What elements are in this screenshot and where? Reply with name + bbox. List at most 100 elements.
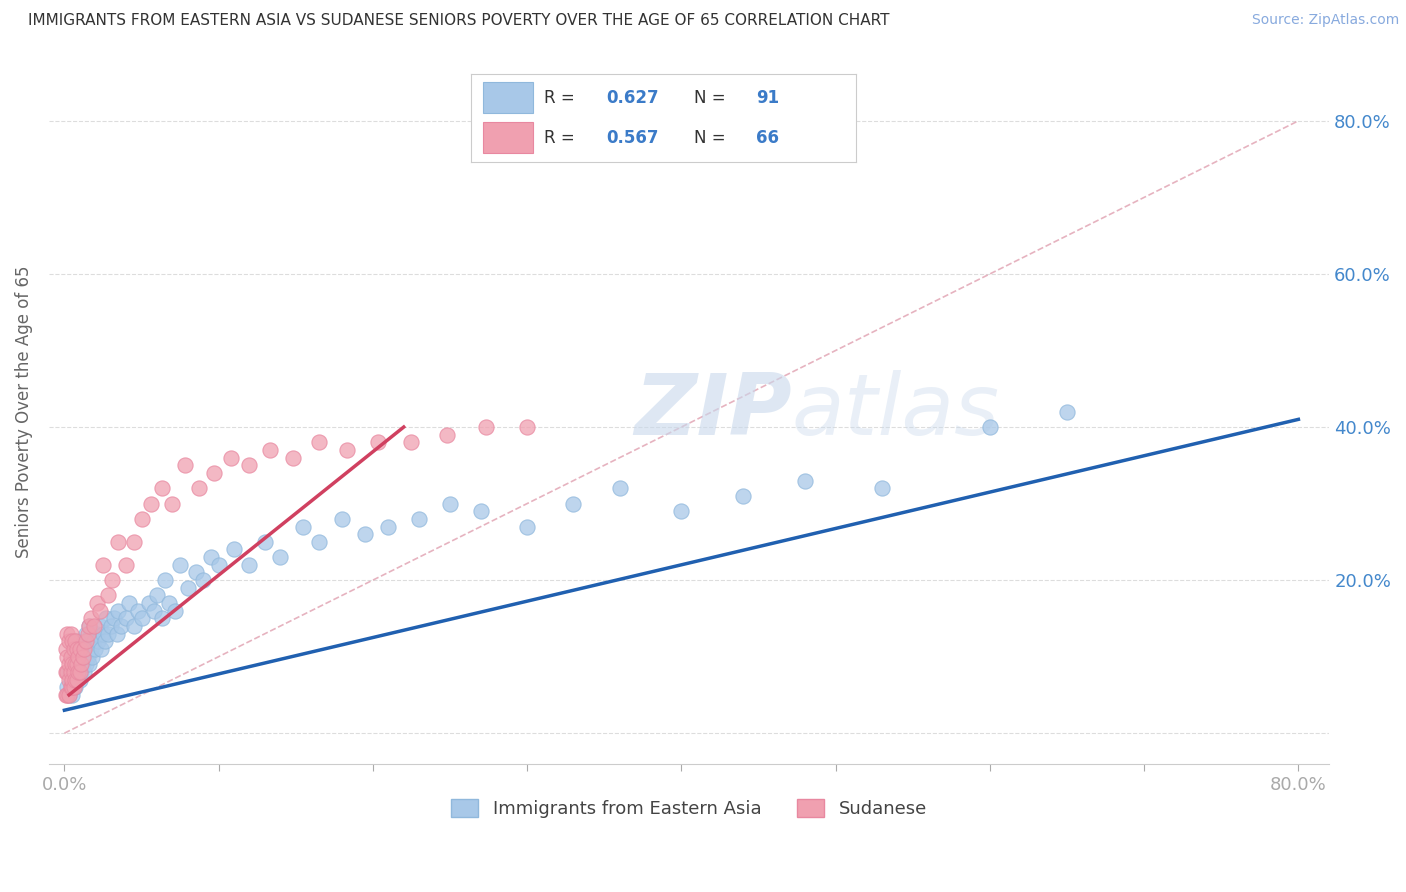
Point — [89, 604, 111, 618]
Point — [69, 642, 91, 657]
Point — [150, 481, 173, 495]
Point — [516, 420, 538, 434]
Point — [1056, 405, 1078, 419]
Point — [200, 550, 222, 565]
Point — [122, 619, 145, 633]
Point — [72, 657, 94, 672]
Point — [59, 626, 82, 640]
Point — [62, 665, 84, 679]
Point — [58, 688, 80, 702]
Point — [131, 611, 153, 625]
Point — [73, 642, 96, 657]
Point — [73, 634, 96, 648]
Point — [562, 497, 585, 511]
Point — [66, 673, 89, 687]
Text: Source: ZipAtlas.com: Source: ZipAtlas.com — [1251, 13, 1399, 28]
Point — [115, 558, 138, 572]
Point — [222, 542, 245, 557]
Point — [59, 680, 82, 694]
Point — [138, 596, 160, 610]
Point — [127, 604, 149, 618]
Y-axis label: Seniors Poverty Over the Age of 65: Seniors Poverty Over the Age of 65 — [15, 266, 32, 558]
Point — [86, 596, 108, 610]
Legend: Immigrants from Eastern Asia, Sudanese: Immigrants from Eastern Asia, Sudanese — [444, 791, 935, 825]
Point — [67, 665, 90, 679]
Point — [67, 649, 90, 664]
Point — [73, 665, 96, 679]
Point — [82, 649, 104, 664]
Point — [56, 688, 79, 702]
Point — [62, 680, 84, 694]
Point — [184, 566, 207, 580]
Point — [79, 611, 101, 625]
Point — [58, 665, 80, 679]
Point — [131, 512, 153, 526]
Point — [75, 634, 97, 648]
Point — [83, 634, 105, 648]
Point — [63, 657, 86, 672]
Point — [89, 619, 111, 633]
Point — [66, 634, 89, 648]
Point — [77, 619, 100, 633]
Point — [793, 474, 815, 488]
Point — [55, 665, 77, 679]
Point — [56, 680, 79, 694]
Point — [336, 442, 359, 457]
Point — [153, 573, 176, 587]
Point — [84, 642, 107, 657]
Point — [79, 626, 101, 640]
Point — [93, 634, 115, 648]
Point — [401, 435, 423, 450]
Point — [58, 634, 80, 648]
Point — [609, 481, 631, 495]
Point — [308, 435, 330, 450]
Point — [58, 688, 80, 702]
Point — [69, 657, 91, 672]
Point — [62, 642, 84, 657]
Point — [66, 673, 89, 687]
Point — [100, 619, 122, 633]
Point — [60, 657, 83, 672]
Point — [238, 458, 260, 473]
Point — [105, 626, 128, 640]
Point — [66, 657, 89, 672]
Point — [59, 673, 82, 687]
Point — [165, 604, 187, 618]
Point — [69, 665, 91, 679]
Point — [59, 649, 82, 664]
Point — [377, 519, 399, 533]
Point — [60, 657, 83, 672]
Point — [157, 596, 180, 610]
Point — [671, 504, 693, 518]
Text: atlas: atlas — [792, 370, 1000, 453]
Point — [87, 634, 110, 648]
Point — [169, 558, 191, 572]
Point — [76, 626, 98, 640]
Point — [208, 558, 231, 572]
Point — [101, 573, 124, 587]
Point — [83, 619, 105, 633]
Point — [516, 519, 538, 533]
Point — [67, 665, 90, 679]
Point — [70, 665, 93, 679]
Point — [75, 657, 97, 672]
Point — [63, 642, 86, 657]
Point — [162, 497, 184, 511]
Point — [72, 649, 94, 664]
Point — [63, 680, 86, 694]
Point — [103, 611, 125, 625]
Point — [70, 657, 93, 672]
Point — [69, 642, 91, 657]
Point — [238, 558, 260, 572]
Point — [122, 534, 145, 549]
Point — [62, 680, 84, 694]
Point — [55, 642, 77, 657]
Point — [107, 534, 129, 549]
Point — [76, 634, 98, 648]
Point — [173, 458, 195, 473]
Point — [202, 466, 225, 480]
Point — [330, 512, 353, 526]
Point — [67, 649, 90, 664]
Point — [474, 420, 496, 434]
Point — [60, 673, 83, 687]
